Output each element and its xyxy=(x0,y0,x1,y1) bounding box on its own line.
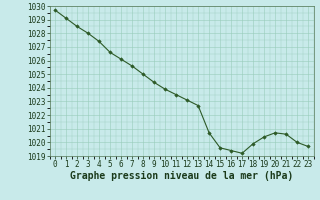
X-axis label: Graphe pression niveau de la mer (hPa): Graphe pression niveau de la mer (hPa) xyxy=(70,171,293,181)
